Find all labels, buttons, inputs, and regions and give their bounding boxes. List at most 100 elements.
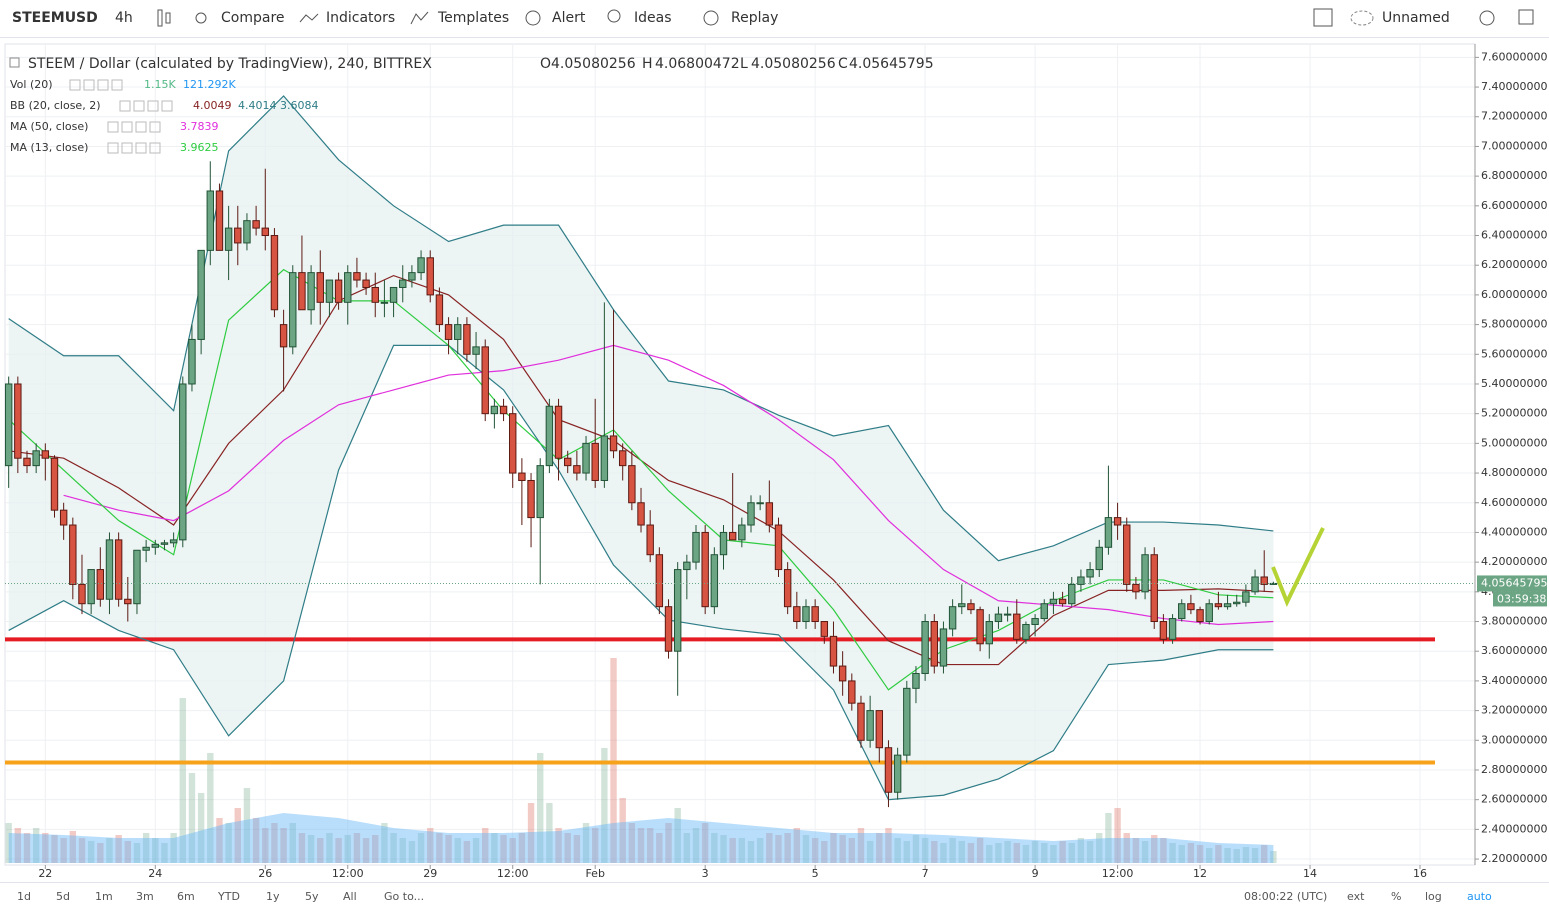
indicator-icon[interactable] [107,121,119,133]
toolbar-button[interactable]: Indicators [326,10,396,26]
indicator-icon[interactable] [149,121,161,133]
indicator-icon[interactable] [107,142,119,154]
candle-body [169,539,178,544]
toolbar-button[interactable]: Templates [438,10,510,26]
volume-bar [317,838,324,863]
volume-bar [1169,843,1176,863]
y-tick-label: 2.80000000 [1481,763,1547,776]
indicator-icon[interactable] [121,142,133,154]
toolbar-button[interactable]: Alert [552,10,586,26]
candle-body [87,569,95,605]
collapse-icon[interactable] [9,57,20,68]
candle-body [518,472,526,481]
candle-body [728,531,737,541]
toolbar-button[interactable]: Ideas [634,10,672,26]
range-button[interactable]: 1d [17,890,31,903]
icon [299,13,319,23]
candle-body [1178,603,1186,620]
icon [410,11,429,25]
range-button[interactable]: 3m [136,890,154,903]
volume-bar [1114,808,1121,863]
candle-body [591,442,599,481]
candle-body [1104,517,1113,548]
volume-bar [903,841,911,863]
volume-bar [857,828,865,863]
indicator-icon[interactable] [133,100,145,112]
option-button[interactable]: % [1391,890,1402,903]
candle-body [472,346,480,355]
symbol[interactable]: STEEMUSD [12,10,98,26]
indicator-icon[interactable] [97,79,109,91]
x-tick-label: 14 [1303,867,1317,880]
range-button[interactable]: 5y [305,890,319,903]
range-button[interactable]: All [343,890,357,903]
option-button[interactable]: auto [1467,890,1492,903]
toolbar-button[interactable]: Compare [221,10,285,26]
volume-bar [87,841,95,863]
volume-bar [243,788,251,863]
indicator-icon[interactable] [111,79,123,91]
candle-body [215,190,224,251]
indicator-icon[interactable] [147,100,159,112]
indicator-icon[interactable] [135,121,147,133]
y-tick-label: 5.80000000 [1481,318,1547,331]
y-tick-label: 4.80000000 [1481,466,1547,479]
candle-body [802,606,810,623]
volume-bar [665,823,672,863]
candle-body [509,413,517,474]
indicator-icon[interactable] [161,100,173,112]
option-button[interactable]: log [1425,890,1442,903]
countdown-label: 03:59:38 [1497,592,1546,605]
candle-body [142,546,150,551]
candle-body [747,502,755,526]
option-button[interactable]: ext [1347,890,1365,903]
volume-bar [372,835,379,863]
countdown-box [1493,591,1547,607]
x-tick-label: 7 [922,867,929,880]
candle-body [1040,603,1048,620]
indicator-icon[interactable] [69,79,81,91]
range-button[interactable]: 1m [95,890,113,903]
goto-button[interactable]: Go to... [384,890,425,903]
y-tick-label: 5.00000000 [1481,436,1547,449]
layout-name[interactable]: Unnamed [1382,10,1450,26]
y-tick-label: 6.00000000 [1481,288,1547,301]
indicator-icon[interactable] [149,142,161,154]
candle-body [829,635,838,667]
range-button[interactable]: 6m [177,890,195,903]
candle-body [50,457,59,511]
icon [1313,8,1333,27]
candle-body [114,539,123,600]
candle-body [1168,618,1177,640]
x-tick-label: Feb [585,867,604,880]
candle-body [334,279,343,303]
range-button[interactable]: YTD [218,890,240,903]
candle-body [793,606,801,623]
volume-bar [207,753,214,863]
volume-bar [527,803,535,863]
volume-bar [106,838,113,863]
candle-body [1013,613,1021,640]
indicator-icon[interactable] [121,121,133,133]
volume-bar [353,833,361,863]
volume-bar [674,808,681,863]
range-button[interactable]: 5d [56,890,70,903]
volume-bar [1151,835,1158,863]
candle-body [1123,524,1131,585]
indicator-icon[interactable] [135,142,147,154]
interval[interactable]: 4h [115,10,133,26]
range-button[interactable]: 1y [266,890,280,903]
x-tick-label: 29 [423,867,437,880]
indicator-icon[interactable] [119,100,131,112]
volume-bar [518,833,526,863]
candle-body [609,435,618,452]
candle-body [316,272,324,303]
volume-bar [921,838,929,863]
toolbar-button[interactable]: Replay [731,10,779,26]
indicator-icon[interactable] [83,79,95,91]
x-tick-label: 5 [812,867,819,880]
candle-body [188,338,196,385]
candle-body [270,235,279,311]
volume-bar [931,841,938,863]
volume-bar [940,843,947,863]
